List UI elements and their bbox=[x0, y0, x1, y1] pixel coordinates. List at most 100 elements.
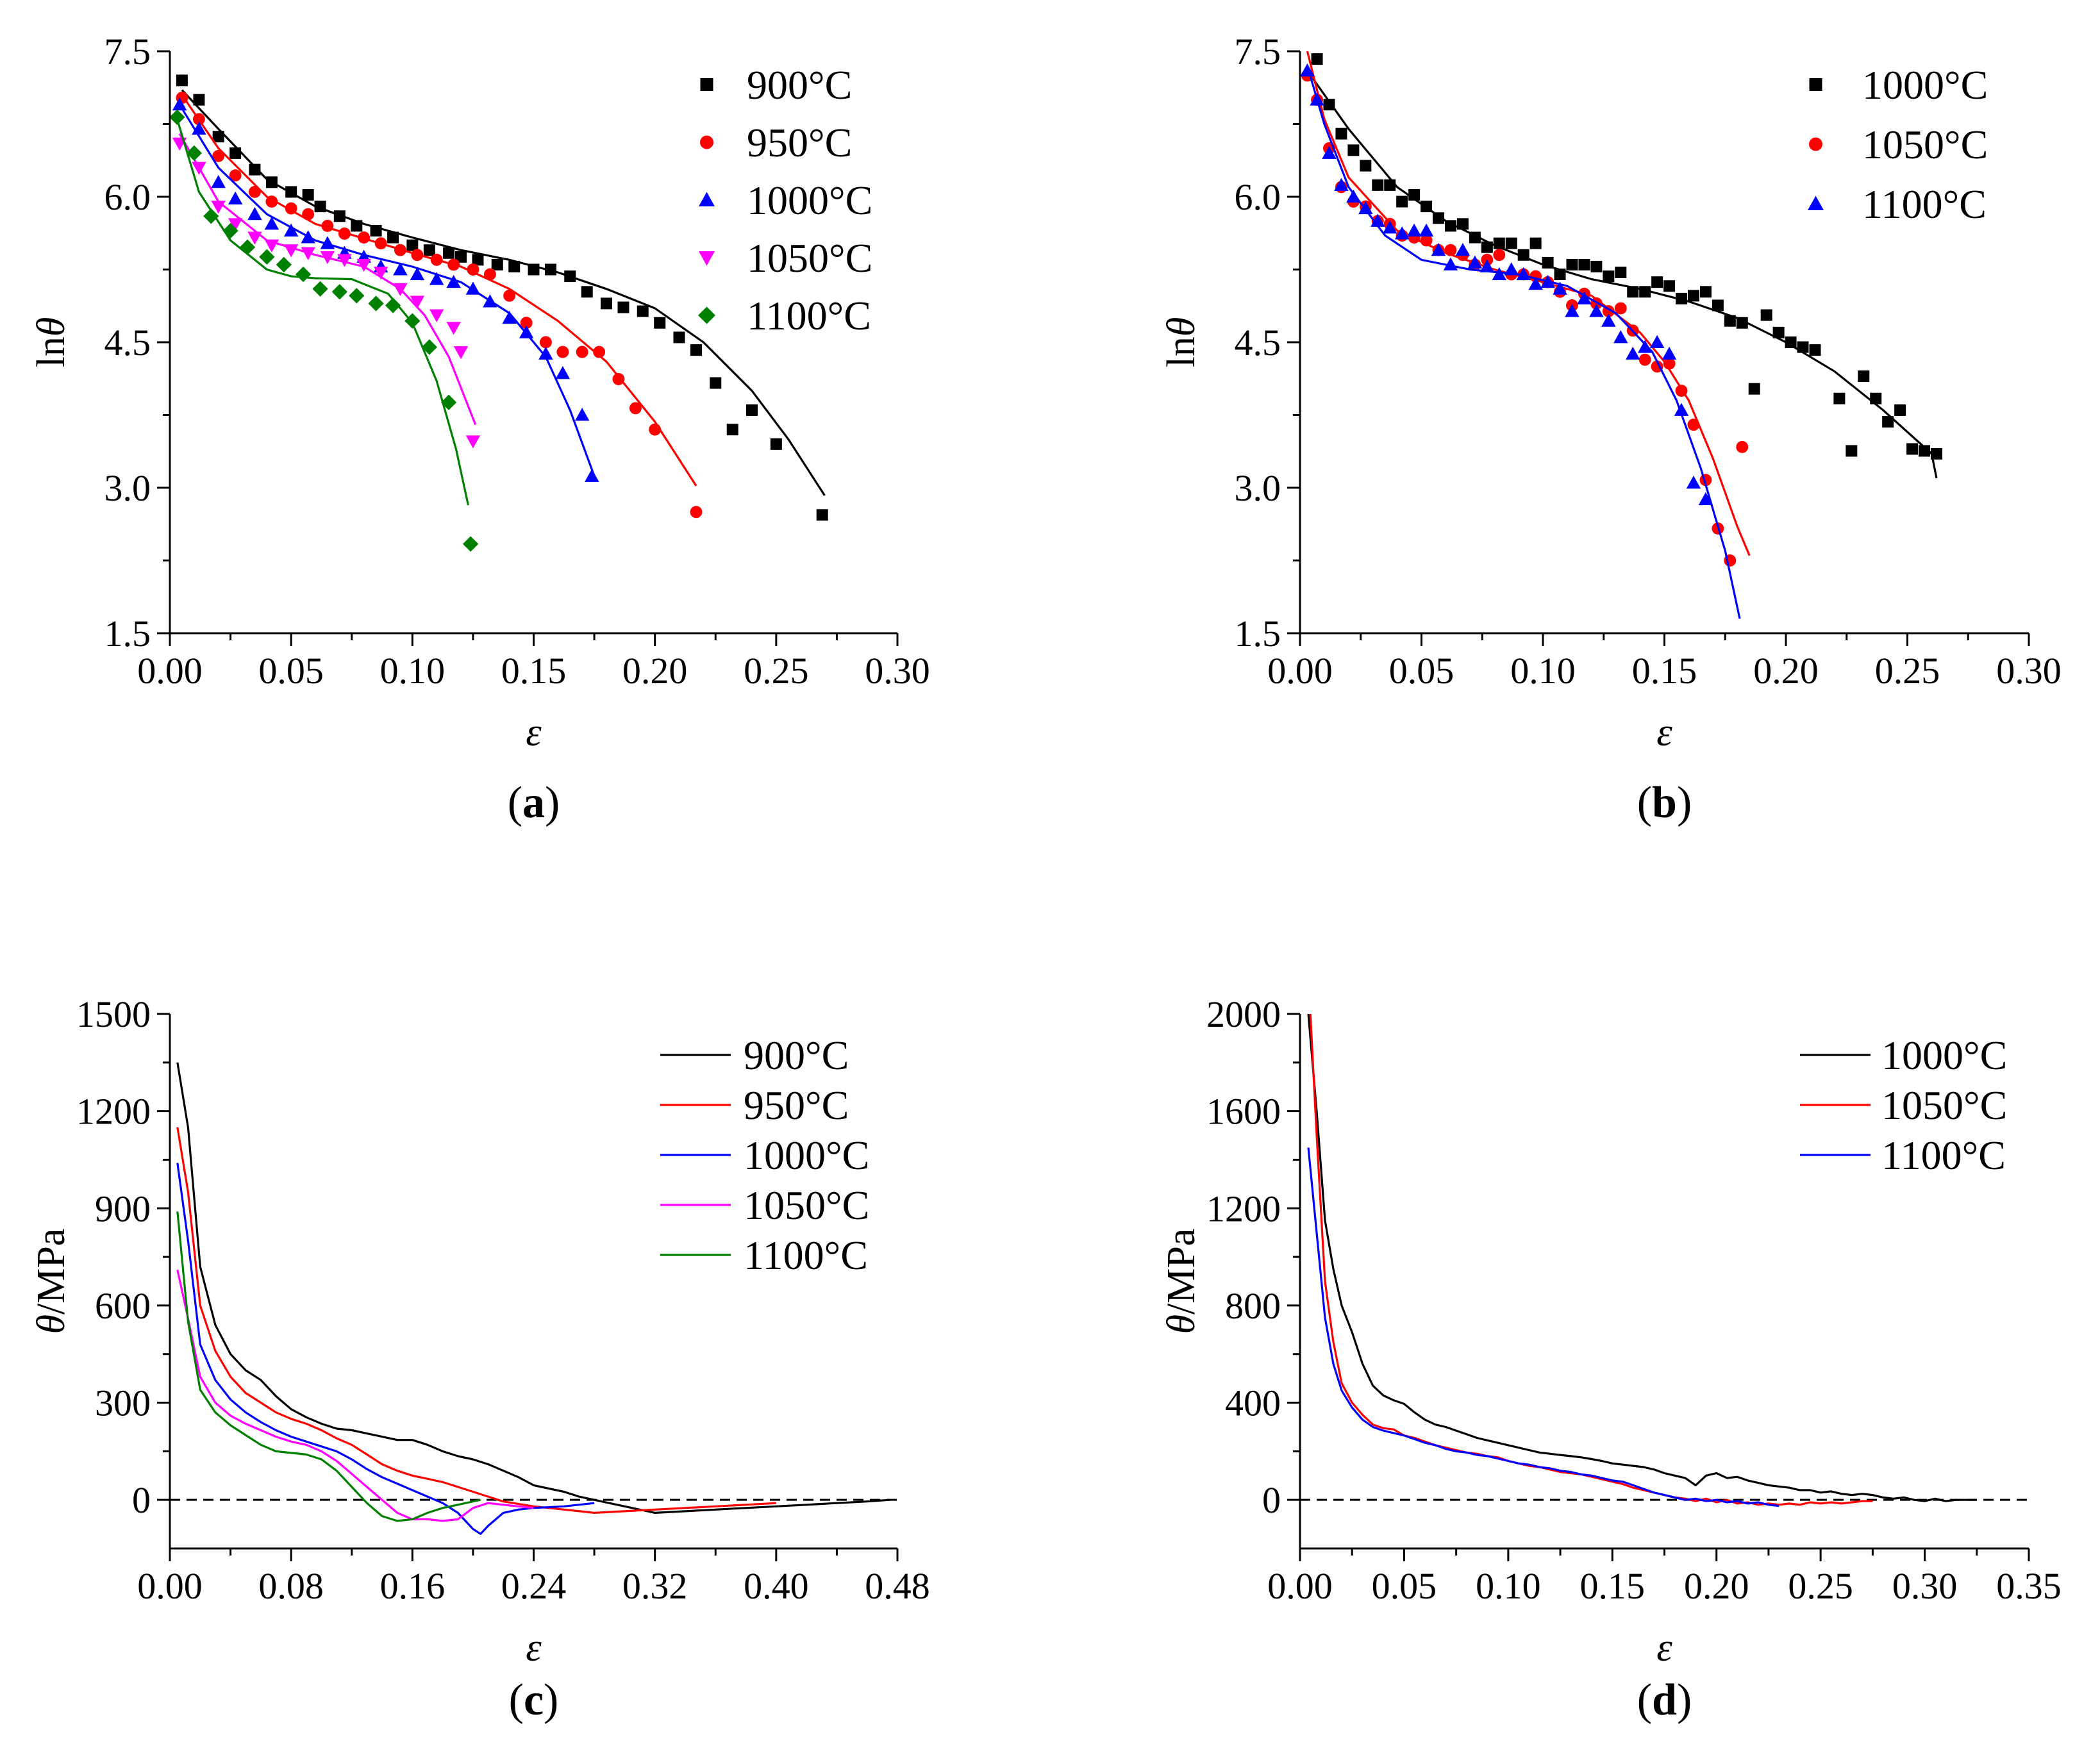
data-point bbox=[612, 373, 625, 385]
legend-label: 950°C bbox=[747, 120, 852, 165]
legend-label: 1100°C bbox=[1881, 1133, 2006, 1178]
y-axis-title-variable: θ bbox=[1160, 317, 1203, 336]
caption-close-paren: ) bbox=[544, 1675, 558, 1725]
data-point bbox=[447, 258, 460, 271]
data-point bbox=[265, 176, 278, 188]
x-tick-label: 0.15 bbox=[501, 650, 567, 692]
data-point bbox=[276, 256, 292, 273]
data-point bbox=[503, 289, 516, 302]
data-point bbox=[1420, 234, 1433, 247]
data-point bbox=[467, 263, 479, 276]
data-point bbox=[429, 309, 444, 322]
data-point bbox=[770, 438, 782, 450]
x-tick-label: 0.10 bbox=[380, 650, 446, 692]
data-point bbox=[222, 222, 238, 239]
series-4 bbox=[176, 1269, 534, 1522]
y-tick-label: 1200 bbox=[76, 1091, 151, 1133]
y-tick-label: 1600 bbox=[1206, 1091, 1281, 1133]
data-point bbox=[295, 266, 312, 283]
data-point bbox=[1419, 223, 1434, 237]
data-point bbox=[1479, 259, 1495, 272]
data-point bbox=[387, 231, 399, 244]
data-point bbox=[555, 366, 571, 379]
data-point bbox=[203, 208, 219, 224]
x-tick-label: 0.05 bbox=[258, 650, 324, 692]
data-point bbox=[192, 113, 205, 126]
data-point bbox=[259, 249, 275, 265]
data-point bbox=[314, 201, 326, 213]
x-axis-title: ε bbox=[1656, 711, 1672, 754]
caption-open-paren: ( bbox=[509, 1675, 524, 1725]
y-axis-title-suffix: /MPa bbox=[1160, 1229, 1203, 1315]
x-tick-label: 0.40 bbox=[744, 1565, 809, 1607]
data-point bbox=[1675, 385, 1688, 397]
data-point bbox=[1481, 241, 1493, 253]
data-point bbox=[1686, 476, 1701, 489]
data-point bbox=[374, 237, 387, 250]
data-point bbox=[455, 251, 467, 263]
y-axis-title-variable: θ bbox=[29, 1315, 73, 1334]
data-point bbox=[1627, 286, 1639, 298]
data-point bbox=[483, 294, 497, 308]
data-point bbox=[443, 247, 455, 259]
data-point bbox=[193, 94, 205, 106]
data-point bbox=[1809, 344, 1821, 356]
data-point bbox=[393, 262, 408, 276]
data-point bbox=[1797, 341, 1809, 353]
y-tick-label: 7.5 bbox=[1235, 31, 1281, 72]
legend-marker bbox=[698, 306, 715, 324]
series-4 bbox=[172, 133, 481, 449]
data-point bbox=[483, 268, 496, 281]
series-2 bbox=[176, 92, 703, 519]
data-point bbox=[1674, 402, 1689, 416]
data-point bbox=[1615, 267, 1627, 279]
panel-caption: (a) bbox=[508, 778, 560, 827]
data-point bbox=[1334, 178, 1349, 191]
data-point bbox=[1760, 309, 1772, 321]
data-point bbox=[285, 186, 297, 198]
chart-panel-a: 0.00 0.05 0.10 0.15 0.20 0.25 0.30 1.5 3.0 4.5 6.0… bbox=[29, 31, 930, 827]
x-tick-label: 0.25 bbox=[1875, 650, 1940, 692]
data-point bbox=[421, 339, 437, 355]
data-point bbox=[446, 322, 461, 335]
data-point bbox=[1528, 276, 1543, 290]
y-axis-title: lnθ bbox=[1160, 317, 1203, 368]
data-point bbox=[394, 244, 406, 256]
data-point bbox=[1736, 440, 1749, 453]
x-tick-label: 0.00 bbox=[137, 1565, 203, 1607]
data-point bbox=[564, 270, 576, 283]
data-point bbox=[1687, 419, 1700, 431]
data-point bbox=[673, 331, 685, 344]
x-tick-label: 0.08 bbox=[258, 1565, 324, 1607]
data-point bbox=[1858, 370, 1870, 382]
data-point bbox=[649, 423, 662, 436]
data-point bbox=[337, 254, 352, 267]
data-point bbox=[1322, 145, 1337, 159]
data-point bbox=[726, 424, 738, 436]
data-point bbox=[593, 345, 606, 358]
data-point bbox=[520, 317, 533, 329]
fit-curve bbox=[1306, 51, 1751, 556]
series-5 bbox=[176, 1211, 481, 1522]
caption-letter: b bbox=[1652, 778, 1677, 827]
data-point bbox=[1493, 249, 1506, 261]
y-tick-label: 900 bbox=[95, 1188, 151, 1229]
legend-marker bbox=[700, 78, 713, 91]
data-point bbox=[544, 263, 556, 276]
data-point bbox=[617, 301, 629, 313]
x-tick-label: 0.32 bbox=[622, 1565, 688, 1607]
x-tick-label: 0.20 bbox=[1684, 1565, 1749, 1607]
y-tick-label: 6.0 bbox=[1235, 176, 1281, 218]
data-point bbox=[212, 131, 224, 143]
y-axis-title: θ/MPa bbox=[29, 1229, 73, 1334]
y-axis-title: θ/MPa bbox=[1160, 1229, 1203, 1334]
data-point bbox=[816, 509, 828, 521]
legend-label: 1100°C bbox=[744, 1232, 868, 1278]
legend-label: 1050°C bbox=[744, 1183, 869, 1228]
caption-close-paren: ) bbox=[1677, 778, 1692, 827]
data-point bbox=[710, 377, 722, 389]
data-point bbox=[1455, 242, 1471, 256]
x-tick-label: 0.00 bbox=[137, 650, 203, 692]
